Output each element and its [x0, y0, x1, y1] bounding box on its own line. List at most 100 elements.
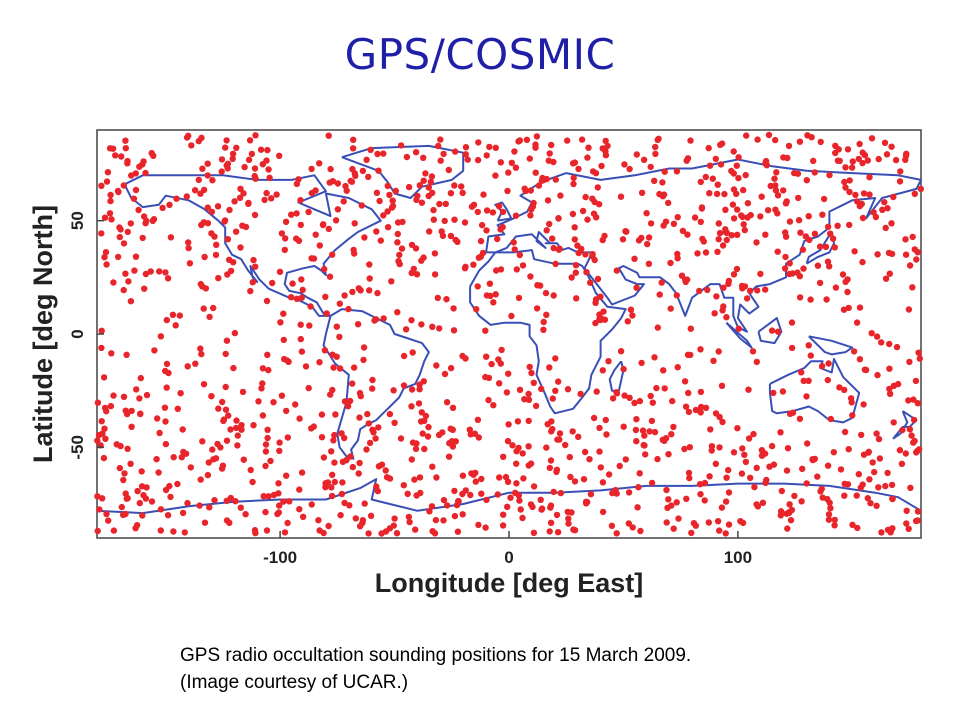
- sounding-point: [240, 190, 247, 197]
- sounding-point: [851, 248, 858, 255]
- sounding-point: [495, 203, 503, 210]
- sounding-point: [288, 211, 295, 218]
- sounding-point: [916, 355, 923, 362]
- sounding-point: [316, 359, 323, 366]
- sounding-point: [482, 373, 489, 381]
- sounding-point: [363, 446, 370, 453]
- sounding-point: [498, 346, 505, 354]
- sounding-point: [827, 230, 834, 237]
- sounding-point: [412, 526, 419, 533]
- sounding-point: [912, 377, 920, 385]
- sounding-point: [411, 476, 418, 483]
- sounding-point: [422, 170, 429, 177]
- sounding-point: [133, 522, 141, 529]
- sounding-point: [633, 416, 640, 423]
- sounding-point: [357, 287, 364, 294]
- sounding-point: [349, 463, 356, 471]
- sounding-point: [686, 444, 693, 451]
- sounding-point: [697, 491, 704, 498]
- sounding-point: [265, 366, 272, 374]
- sounding-point: [568, 274, 575, 281]
- sounding-point: [373, 189, 381, 196]
- sounding-point: [582, 251, 589, 258]
- sounding-point: [911, 190, 918, 197]
- sounding-point: [546, 464, 553, 472]
- sounding-point: [470, 261, 477, 268]
- sounding-point: [198, 350, 205, 358]
- sounding-point: [124, 228, 131, 236]
- sounding-point: [242, 223, 250, 231]
- sounding-point: [447, 425, 454, 432]
- sounding-point: [521, 396, 528, 403]
- sounding-point: [358, 202, 365, 209]
- sounding-point: [698, 403, 705, 411]
- sounding-point: [772, 182, 779, 189]
- sounding-point: [633, 438, 640, 445]
- sounding-point: [886, 365, 893, 372]
- sounding-point: [163, 384, 170, 391]
- sounding-point: [148, 498, 156, 505]
- sounding-point: [182, 450, 190, 457]
- sounding-point: [426, 228, 433, 235]
- sounding-point: [794, 170, 802, 177]
- sounding-point: [723, 236, 730, 244]
- sounding-point: [201, 253, 208, 261]
- sounding-point: [685, 469, 693, 477]
- sounding-point: [620, 423, 627, 430]
- sounding-point: [98, 327, 105, 334]
- sounding-point: [519, 262, 527, 269]
- sounding-point: [293, 295, 301, 302]
- sounding-point: [234, 432, 241, 439]
- sounding-point: [483, 207, 491, 214]
- sounding-point: [201, 519, 209, 526]
- sounding-point: [640, 441, 647, 449]
- sounding-point: [191, 187, 199, 194]
- sounding-point: [176, 312, 183, 319]
- sounding-point: [871, 468, 878, 476]
- sounding-point: [754, 136, 761, 143]
- sounding-point: [744, 200, 752, 207]
- sounding-point: [408, 456, 415, 463]
- sounding-point: [881, 139, 889, 146]
- sounding-point: [452, 236, 459, 244]
- sounding-point: [553, 466, 561, 473]
- sounding-point: [599, 479, 607, 486]
- sounding-point: [483, 227, 490, 234]
- sounding-point: [778, 487, 785, 495]
- sounding-point: [882, 275, 890, 282]
- sounding-point: [640, 156, 648, 163]
- sounding-point: [896, 178, 904, 185]
- sounding-point: [550, 292, 557, 299]
- sounding-point: [692, 406, 700, 414]
- sounding-point: [738, 470, 746, 477]
- sounding-point: [413, 440, 420, 447]
- sounding-point: [564, 386, 572, 393]
- sounding-point: [283, 472, 290, 479]
- sounding-point: [914, 400, 921, 407]
- sounding-point: [276, 447, 283, 454]
- sounding-point: [848, 399, 855, 406]
- sounding-point: [486, 143, 493, 151]
- sounding-point: [473, 306, 480, 313]
- sounding-point: [826, 263, 833, 270]
- sounding-point: [441, 370, 449, 378]
- sounding-point: [829, 235, 837, 242]
- sounding-point: [438, 228, 445, 235]
- sounding-point: [660, 367, 667, 374]
- sounding-point: [508, 312, 515, 320]
- sounding-point: [884, 205, 891, 212]
- sounding-point: [165, 369, 172, 377]
- sounding-point: [844, 288, 851, 296]
- sounding-point: [645, 234, 653, 241]
- sounding-point: [670, 220, 678, 227]
- sounding-point: [605, 358, 612, 365]
- sounding-point: [729, 201, 737, 208]
- sounding-point: [553, 511, 561, 519]
- sounding-point: [394, 309, 401, 316]
- sounding-point: [163, 360, 171, 368]
- sounding-point: [890, 419, 897, 426]
- sounding-point: [360, 344, 368, 351]
- sounding-point: [157, 333, 165, 340]
- sounding-point: [204, 471, 212, 479]
- sounding-point: [538, 506, 545, 513]
